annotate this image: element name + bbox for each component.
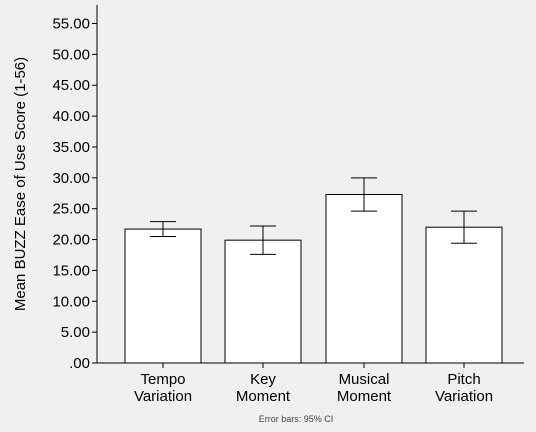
error-bars-footnote: Error bars: 95% CI xyxy=(259,414,334,424)
y-tick-label: 30.00 xyxy=(52,170,90,187)
x-tick-label-line2: Moment xyxy=(337,388,392,405)
bar xyxy=(124,228,202,364)
bars xyxy=(124,193,503,364)
x-tick-label-line1: Tempo xyxy=(140,371,185,388)
x-tick-label-line1: Pitch xyxy=(447,371,480,388)
x-tick-label-line2: Variation xyxy=(435,388,493,405)
x-tick-label-line1: Key xyxy=(250,371,276,388)
error-bars xyxy=(150,177,477,255)
y-tick-label: 15.00 xyxy=(52,262,90,279)
x-tick-label-line2: Moment xyxy=(236,388,291,405)
y-tick-label: 35.00 xyxy=(52,139,90,156)
bar xyxy=(325,193,403,364)
y-axis-ticks: .00 5.00 10.00 15.00 20.00 25.00 30.00 35.00 40.… xyxy=(52,16,97,372)
bar xyxy=(224,239,302,364)
x-tick-label-line1: Musical xyxy=(339,371,390,388)
x-tick-label-line2: Variation xyxy=(134,388,192,405)
y-tick-label: 40.00 xyxy=(52,108,90,125)
y-tick-label: 5.00 xyxy=(61,324,90,341)
x-axis-labels: TempoVariationKeyMomentMusicalMomentPitc… xyxy=(134,363,493,405)
y-tick-label: 25.00 xyxy=(52,201,90,218)
y-tick-label: 10.00 xyxy=(52,293,90,310)
y-tick-label: .00 xyxy=(69,355,90,372)
y-tick-label: 50.00 xyxy=(52,46,90,63)
y-axis-title: Mean BUZZ Ease of Use Score (1-56) xyxy=(12,57,29,311)
y-tick-label: 55.00 xyxy=(52,16,90,33)
y-tick-label: 45.00 xyxy=(52,77,90,94)
bar xyxy=(425,226,503,364)
y-tick-label: 20.00 xyxy=(52,232,90,249)
